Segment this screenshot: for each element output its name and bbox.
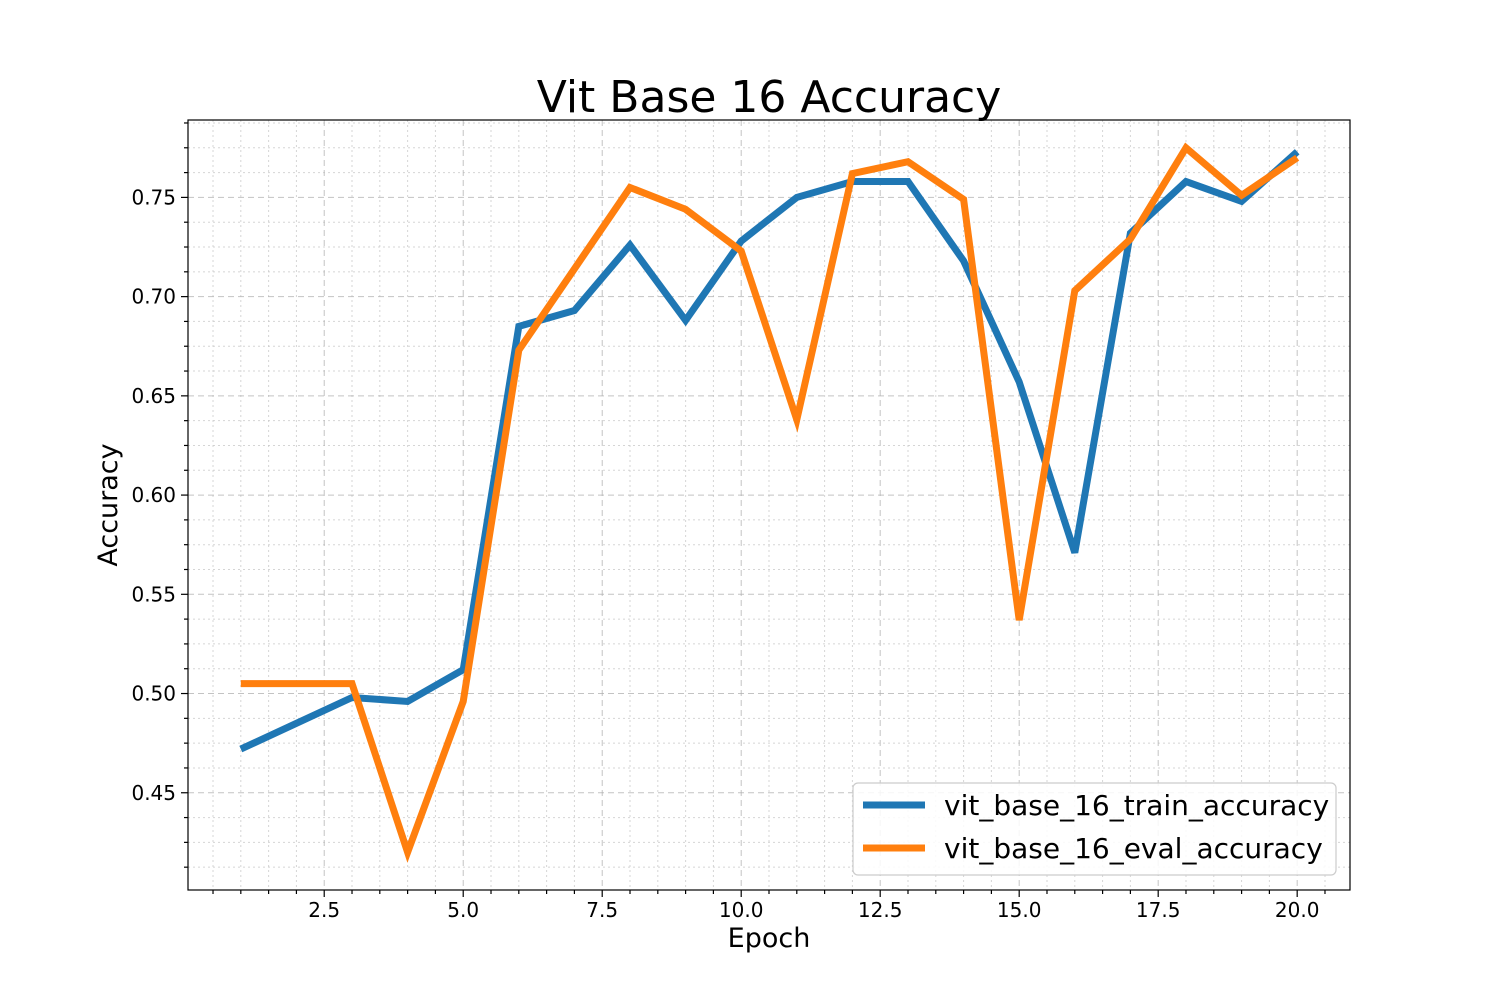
y-axis-label: Accuracy xyxy=(93,443,124,566)
x-tick-label: 17.5 xyxy=(1136,898,1181,922)
x-tick-label: 10.0 xyxy=(719,898,764,922)
x-tick-label: 20.0 xyxy=(1275,898,1320,922)
axis-ticks xyxy=(181,122,1326,897)
y-tick-label: 0.55 xyxy=(131,582,176,606)
legend: vit_base_16_train_accuracy vit_base_16_e… xyxy=(852,782,1337,876)
y-tick-label: 0.50 xyxy=(131,682,176,706)
major-gridlines xyxy=(188,120,1350,890)
series-line-train xyxy=(239,149,1300,753)
chart-title: Vit Base 16 Accuracy xyxy=(537,72,1002,123)
tick-labels: 2.5 5.0 7.5 10.0 12.5 15.0 17.5 20.0 0.45 0.50 0.5… xyxy=(131,185,1319,922)
legend-label-eval: vit_base_16_eval_accuracy xyxy=(944,832,1323,865)
legend-box xyxy=(852,782,1337,876)
legend-label-train: vit_base_16_train_accuracy xyxy=(944,789,1329,822)
series-lines xyxy=(239,142,1300,863)
y-tick-label: 0.60 xyxy=(131,483,176,507)
x-tick-label: 7.5 xyxy=(586,898,618,922)
minor-gridlines xyxy=(188,120,1350,890)
y-tick-label: 0.75 xyxy=(131,185,176,209)
y-tick-label: 0.70 xyxy=(131,285,176,309)
x-tick-label: 15.0 xyxy=(997,898,1042,922)
x-tick-label: 2.5 xyxy=(308,898,340,922)
y-tick-label: 0.65 xyxy=(131,384,176,408)
series-line-eval xyxy=(240,142,1300,863)
x-tick-label: 5.0 xyxy=(447,898,479,922)
x-axis-label: Epoch xyxy=(728,923,811,954)
x-tick-label: 12.5 xyxy=(858,898,903,922)
y-tick-label: 0.45 xyxy=(131,781,176,805)
